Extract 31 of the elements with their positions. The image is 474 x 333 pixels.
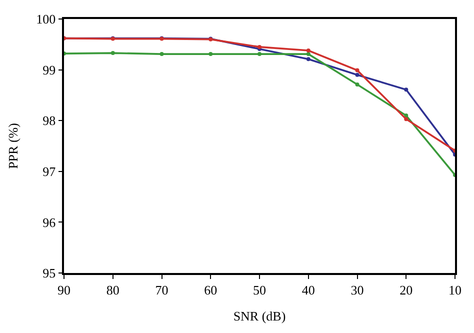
- x-tick-label: 40: [302, 282, 315, 298]
- point: [355, 72, 360, 77]
- x-tick-label: 70: [155, 282, 168, 298]
- x-axis-title: SNR (dB): [233, 308, 286, 324]
- point: [306, 52, 310, 56]
- point: [208, 52, 213, 56]
- point: [306, 48, 310, 52]
- point: [355, 82, 360, 87]
- point: [355, 68, 360, 72]
- point: [160, 52, 164, 56]
- x-tick-label: 60: [204, 282, 218, 298]
- point: [306, 57, 310, 62]
- y-tick-label: 96: [42, 214, 56, 230]
- point: [110, 51, 115, 56]
- y-tick-label: 100: [36, 12, 56, 27]
- x-tick-label: 50: [253, 282, 266, 298]
- y-tick-label: 99: [42, 62, 56, 78]
- point: [258, 52, 262, 56]
- y-tick-label: 97: [42, 164, 56, 179]
- y-tick-label: 95: [42, 266, 56, 281]
- y-axis-title: PPR (%): [6, 123, 21, 169]
- line-series: [64, 51, 455, 177]
- point: [404, 88, 408, 92]
- x-tick-label: 30: [350, 282, 364, 298]
- x-tick-label: 10: [448, 282, 462, 298]
- point: [404, 117, 408, 122]
- point: [404, 114, 408, 118]
- y-tick-label: 98: [42, 113, 56, 128]
- x-tick-label: 90: [58, 282, 70, 298]
- x-tick-label: 80: [106, 282, 120, 298]
- x-tick-label: 20: [400, 282, 413, 298]
